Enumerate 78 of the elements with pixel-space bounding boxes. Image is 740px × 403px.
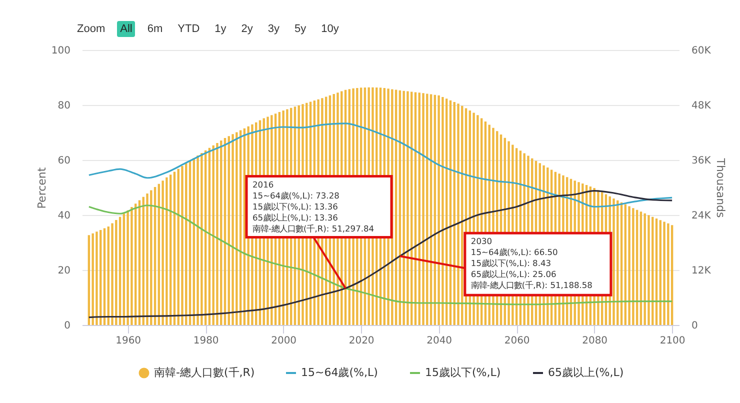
bar [166, 177, 168, 325]
bar [96, 232, 98, 325]
x-tick-label: 1980 [193, 336, 219, 346]
y2-axis-title: Thousands [714, 157, 727, 218]
bar [92, 233, 94, 325]
bar [107, 226, 110, 325]
x-tick-label: 2080 [582, 336, 608, 346]
bar [181, 166, 184, 325]
x-tick-label: 2100 [660, 336, 686, 346]
bar [612, 198, 615, 325]
bar [196, 156, 199, 325]
text: 3y [266, 22, 281, 37]
y2-tick-label: 60K [692, 46, 712, 56]
y-tick-label: 80 [58, 100, 70, 112]
bar [236, 132, 238, 325]
bar [663, 222, 666, 325]
bar [130, 207, 133, 325]
bar [212, 145, 214, 325]
bar [624, 204, 627, 325]
y2-tick-label: 48K [692, 100, 712, 112]
bar [640, 212, 642, 325]
bar [406, 91, 409, 325]
y2-tick-label: 0 [692, 320, 698, 332]
bar [422, 93, 424, 325]
y-tick-label: 40 [58, 210, 70, 222]
legend-label: 南韓-總人口數(千,R) [154, 366, 255, 379]
bar [402, 90, 405, 325]
y2-tick-label: 24K [692, 210, 712, 222]
bar [88, 235, 90, 325]
text: 5y [294, 22, 308, 37]
bar [162, 180, 164, 325]
bar [457, 104, 460, 325]
bar [644, 213, 646, 325]
bar [442, 97, 444, 325]
bar [655, 218, 658, 325]
y-tick-label: 100 [51, 46, 70, 56]
text: 6m [146, 22, 164, 37]
bar [122, 214, 126, 325]
y-tick-label: 0 [64, 320, 70, 332]
text: All [117, 21, 136, 37]
y-tick-label: 60 [58, 156, 70, 166]
y-tick-label: 20 [58, 266, 70, 276]
x-tick-label: 2000 [271, 336, 297, 346]
text: YTD [176, 22, 201, 37]
bar [216, 142, 218, 325]
y2-tick-label: 36K [692, 156, 712, 166]
bar [659, 220, 662, 325]
bar [648, 215, 650, 325]
annotation: 2016 15~64歲(%,L): 73.28 15歲以下(%,L): 13.36 65歲以上(%,L): 13.36 南韓-總人口數(千,R): 51,297.84 [252, 179, 374, 234]
x-tick-label: 2040 [426, 336, 452, 346]
text: Zoom [76, 22, 106, 37]
bar [146, 193, 148, 325]
line-series [88, 204, 673, 306]
legend-label: 15歲以下(%,L) [425, 366, 501, 379]
bar [636, 210, 638, 325]
bar [628, 206, 630, 325]
x-tick-label: 2020 [348, 336, 374, 346]
bar [670, 225, 674, 325]
text: 1y [214, 22, 228, 37]
bar [115, 220, 118, 325]
x-tick-label: 2060 [504, 336, 530, 346]
y2-tick-label: 12K [692, 266, 712, 276]
bar [126, 210, 129, 325]
bar [632, 208, 634, 325]
bar [200, 152, 203, 325]
bar [103, 228, 106, 325]
legend-label: 15~64歲(%,L) [301, 366, 378, 379]
bar [438, 95, 440, 325]
x-tick-label: 1960 [116, 336, 142, 346]
text: 10y [320, 22, 340, 37]
bar [667, 223, 670, 325]
legend-label: 65歲以上(%,L) [548, 366, 624, 379]
bar [232, 134, 234, 325]
text: 2y [240, 22, 254, 37]
annotation: 2030 15~64歲(%,L): 66.50 15歲以下(%,L): 8.43 65歲以上(%,L): 25.06 南韓-總人口數(千,R): 51,188.58 [470, 236, 592, 290]
bar [111, 223, 114, 325]
y-axis-title: Percent [35, 166, 48, 209]
line-series [88, 190, 673, 318]
